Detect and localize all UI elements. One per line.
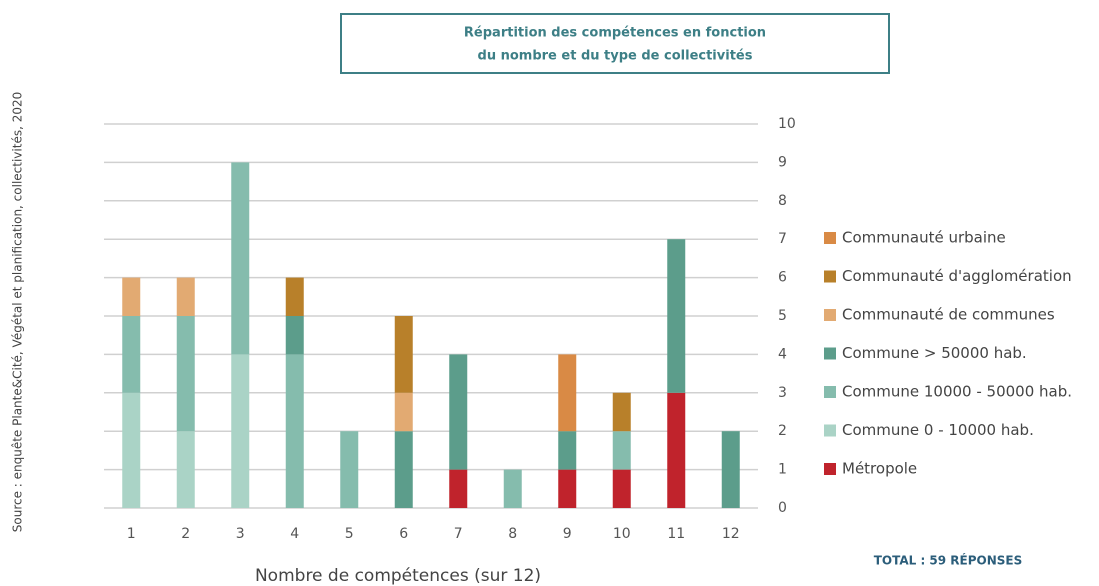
total-note: TOTAL : 59 RÉPONSES <box>874 553 1023 568</box>
bar-segment <box>340 431 359 508</box>
bar-segment <box>558 469 577 508</box>
y-tick-label: 4 <box>778 346 787 362</box>
x-tick-label: 7 <box>454 526 463 542</box>
bar-segment <box>122 316 141 393</box>
bar-segment <box>394 392 413 432</box>
legend-swatch <box>824 424 836 437</box>
legend-swatch <box>824 347 836 360</box>
chart-title: Répartition des compétences en fonction <box>464 26 766 41</box>
bar-segment <box>176 431 195 508</box>
bar-segment <box>176 316 195 432</box>
legend-swatch <box>824 270 836 283</box>
y-tick-label: 6 <box>778 270 787 286</box>
y-tick-label: 7 <box>778 231 787 247</box>
legend-swatch <box>824 463 836 475</box>
y-tick-label: 9 <box>778 154 787 170</box>
bar-segment <box>285 277 304 316</box>
bar-segment <box>558 431 577 470</box>
bar-segment <box>612 469 631 508</box>
bar-segment <box>122 392 141 508</box>
y-tick-label: 10 <box>778 116 796 132</box>
legend-label: Commune > 50000 hab. <box>842 344 1027 362</box>
legend-swatch <box>824 309 836 321</box>
x-tick-label: 12 <box>722 526 740 542</box>
x-tick-label: 11 <box>667 526 685 542</box>
x-tick-label: 10 <box>613 526 631 542</box>
bar-segment <box>612 392 631 432</box>
x-tick-label: 2 <box>181 526 190 542</box>
y-tick-label: 5 <box>778 308 787 324</box>
legend-label: Communauté urbaine <box>842 229 1006 247</box>
x-tick-label: 5 <box>345 526 354 542</box>
legend-swatch <box>824 232 836 244</box>
bar-segment <box>285 354 304 508</box>
legend-swatch <box>824 386 836 398</box>
bar-segment <box>449 469 468 508</box>
source-note: Source : enquête Plante&Cité, Végétal et… <box>11 92 25 533</box>
x-tick-label: 8 <box>508 526 517 542</box>
bar-segment <box>122 277 141 316</box>
bar-segment <box>667 392 686 508</box>
x-tick-label: 1 <box>127 526 136 542</box>
legend-label: Commune 0 - 10000 hab. <box>842 421 1034 439</box>
legend-label: Communauté de communes <box>842 306 1055 324</box>
bar-segment <box>176 277 195 316</box>
y-tick-label: 8 <box>778 193 787 209</box>
y-tick-label: 0 <box>778 500 787 516</box>
x-tick-label: 4 <box>290 526 299 542</box>
bar-segment <box>231 354 250 508</box>
title-box <box>340 13 890 74</box>
bar-segment <box>612 431 631 470</box>
x-axis-label: Nombre de compétences (sur 12) <box>255 566 541 586</box>
legend-label: Commune 10000 - 50000 hab. <box>842 383 1072 401</box>
legend-label: Communauté d'agglomération <box>842 267 1072 285</box>
x-tick-label: 9 <box>563 526 572 542</box>
bar-segment <box>394 316 413 393</box>
bar-segment <box>449 354 468 470</box>
x-tick-label: 3 <box>236 526 245 542</box>
bar-segment <box>558 354 577 432</box>
y-tick-label: 1 <box>778 462 787 478</box>
bar-segment <box>394 431 413 508</box>
y-tick-label: 2 <box>778 423 787 439</box>
x-tick-label: 6 <box>399 526 408 542</box>
legend-label: Métropole <box>842 460 917 478</box>
bar-segment <box>503 469 522 508</box>
chart-title: du nombre et du type de collectivités <box>478 49 753 64</box>
bar-segment <box>667 239 686 393</box>
y-tick-label: 3 <box>778 385 787 401</box>
bar-segment <box>285 316 304 355</box>
bar-segment <box>721 431 740 508</box>
bar-segment <box>231 162 250 355</box>
